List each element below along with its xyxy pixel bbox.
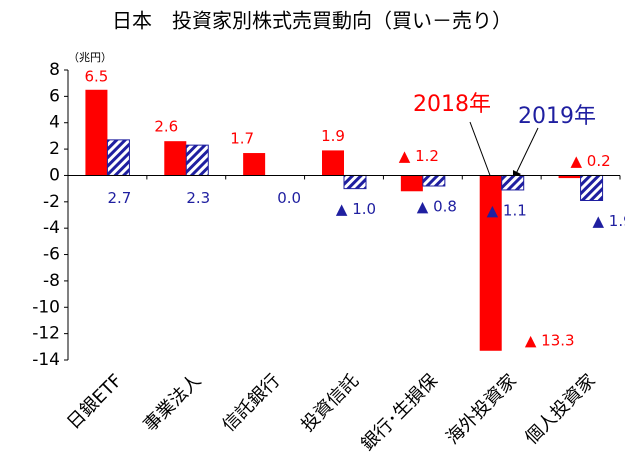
bar: [322, 150, 344, 176]
y-tick-label: -4: [43, 218, 60, 238]
y-tick-label: -14: [32, 350, 60, 370]
x-tick-label: 日銀ETF: [63, 370, 126, 433]
legend-label: 2018年: [413, 92, 491, 117]
value-label: ▲ 0.8: [417, 198, 457, 216]
value-label: 2.6: [154, 118, 178, 136]
bar: [400, 175, 423, 192]
bar: [243, 153, 266, 176]
x-tick-label: 銀行･生損保: [357, 370, 442, 455]
y-tick-label: -6: [43, 245, 60, 265]
value-label: ▲ 1.2: [399, 147, 439, 165]
y-tick-label: 4: [49, 113, 60, 133]
x-tick-label: 事業法人: [140, 370, 206, 436]
bar: [580, 174, 604, 201]
x-tick-label: 個人投資家: [521, 370, 599, 448]
x-tick-label: 海外投資家: [442, 370, 520, 448]
bar: [501, 174, 525, 191]
bar: [106, 139, 130, 176]
y-tick-label: -2: [43, 192, 60, 212]
value-label: 2.3: [186, 189, 210, 207]
value-label: ▲ 1.1: [487, 201, 527, 219]
value-label: ▲ 1.9: [592, 212, 625, 230]
bar: [85, 89, 108, 176]
value-label: ▲ 1.0: [336, 200, 376, 218]
legend-label: 2019年: [518, 104, 596, 129]
axis-unit: （兆円）: [68, 51, 112, 64]
bar: [164, 141, 187, 176]
x-tick-label: 投資信託: [297, 370, 363, 436]
y-tick-label: -8: [43, 271, 60, 291]
bar: [479, 175, 502, 351]
y-tick-label: 8: [49, 60, 60, 80]
value-label: 2.7: [107, 189, 131, 207]
legend-arrow: [512, 127, 539, 181]
bar: [185, 144, 209, 176]
value-label: 1.9: [321, 127, 345, 145]
y-tick-label: 6: [49, 86, 60, 106]
value-label: 1.7: [230, 130, 254, 148]
value-label: 6.5: [84, 67, 108, 85]
bar: [558, 175, 581, 179]
y-tick-label: -12: [32, 324, 60, 344]
value-label: ▲ 13.3: [525, 331, 575, 349]
y-tick-label: 0: [49, 165, 60, 185]
bar: [343, 174, 367, 190]
bar: [422, 174, 446, 187]
chart-title: 日本 投資家別株式売買動向（買い－売り）: [112, 9, 512, 33]
value-label: 0.0: [277, 189, 301, 207]
y-tick-label: 2: [49, 139, 60, 159]
y-tick-label: -10: [32, 297, 60, 317]
value-label: ▲ 0.2: [570, 152, 610, 170]
x-tick-label: 信託銀行: [218, 370, 284, 436]
